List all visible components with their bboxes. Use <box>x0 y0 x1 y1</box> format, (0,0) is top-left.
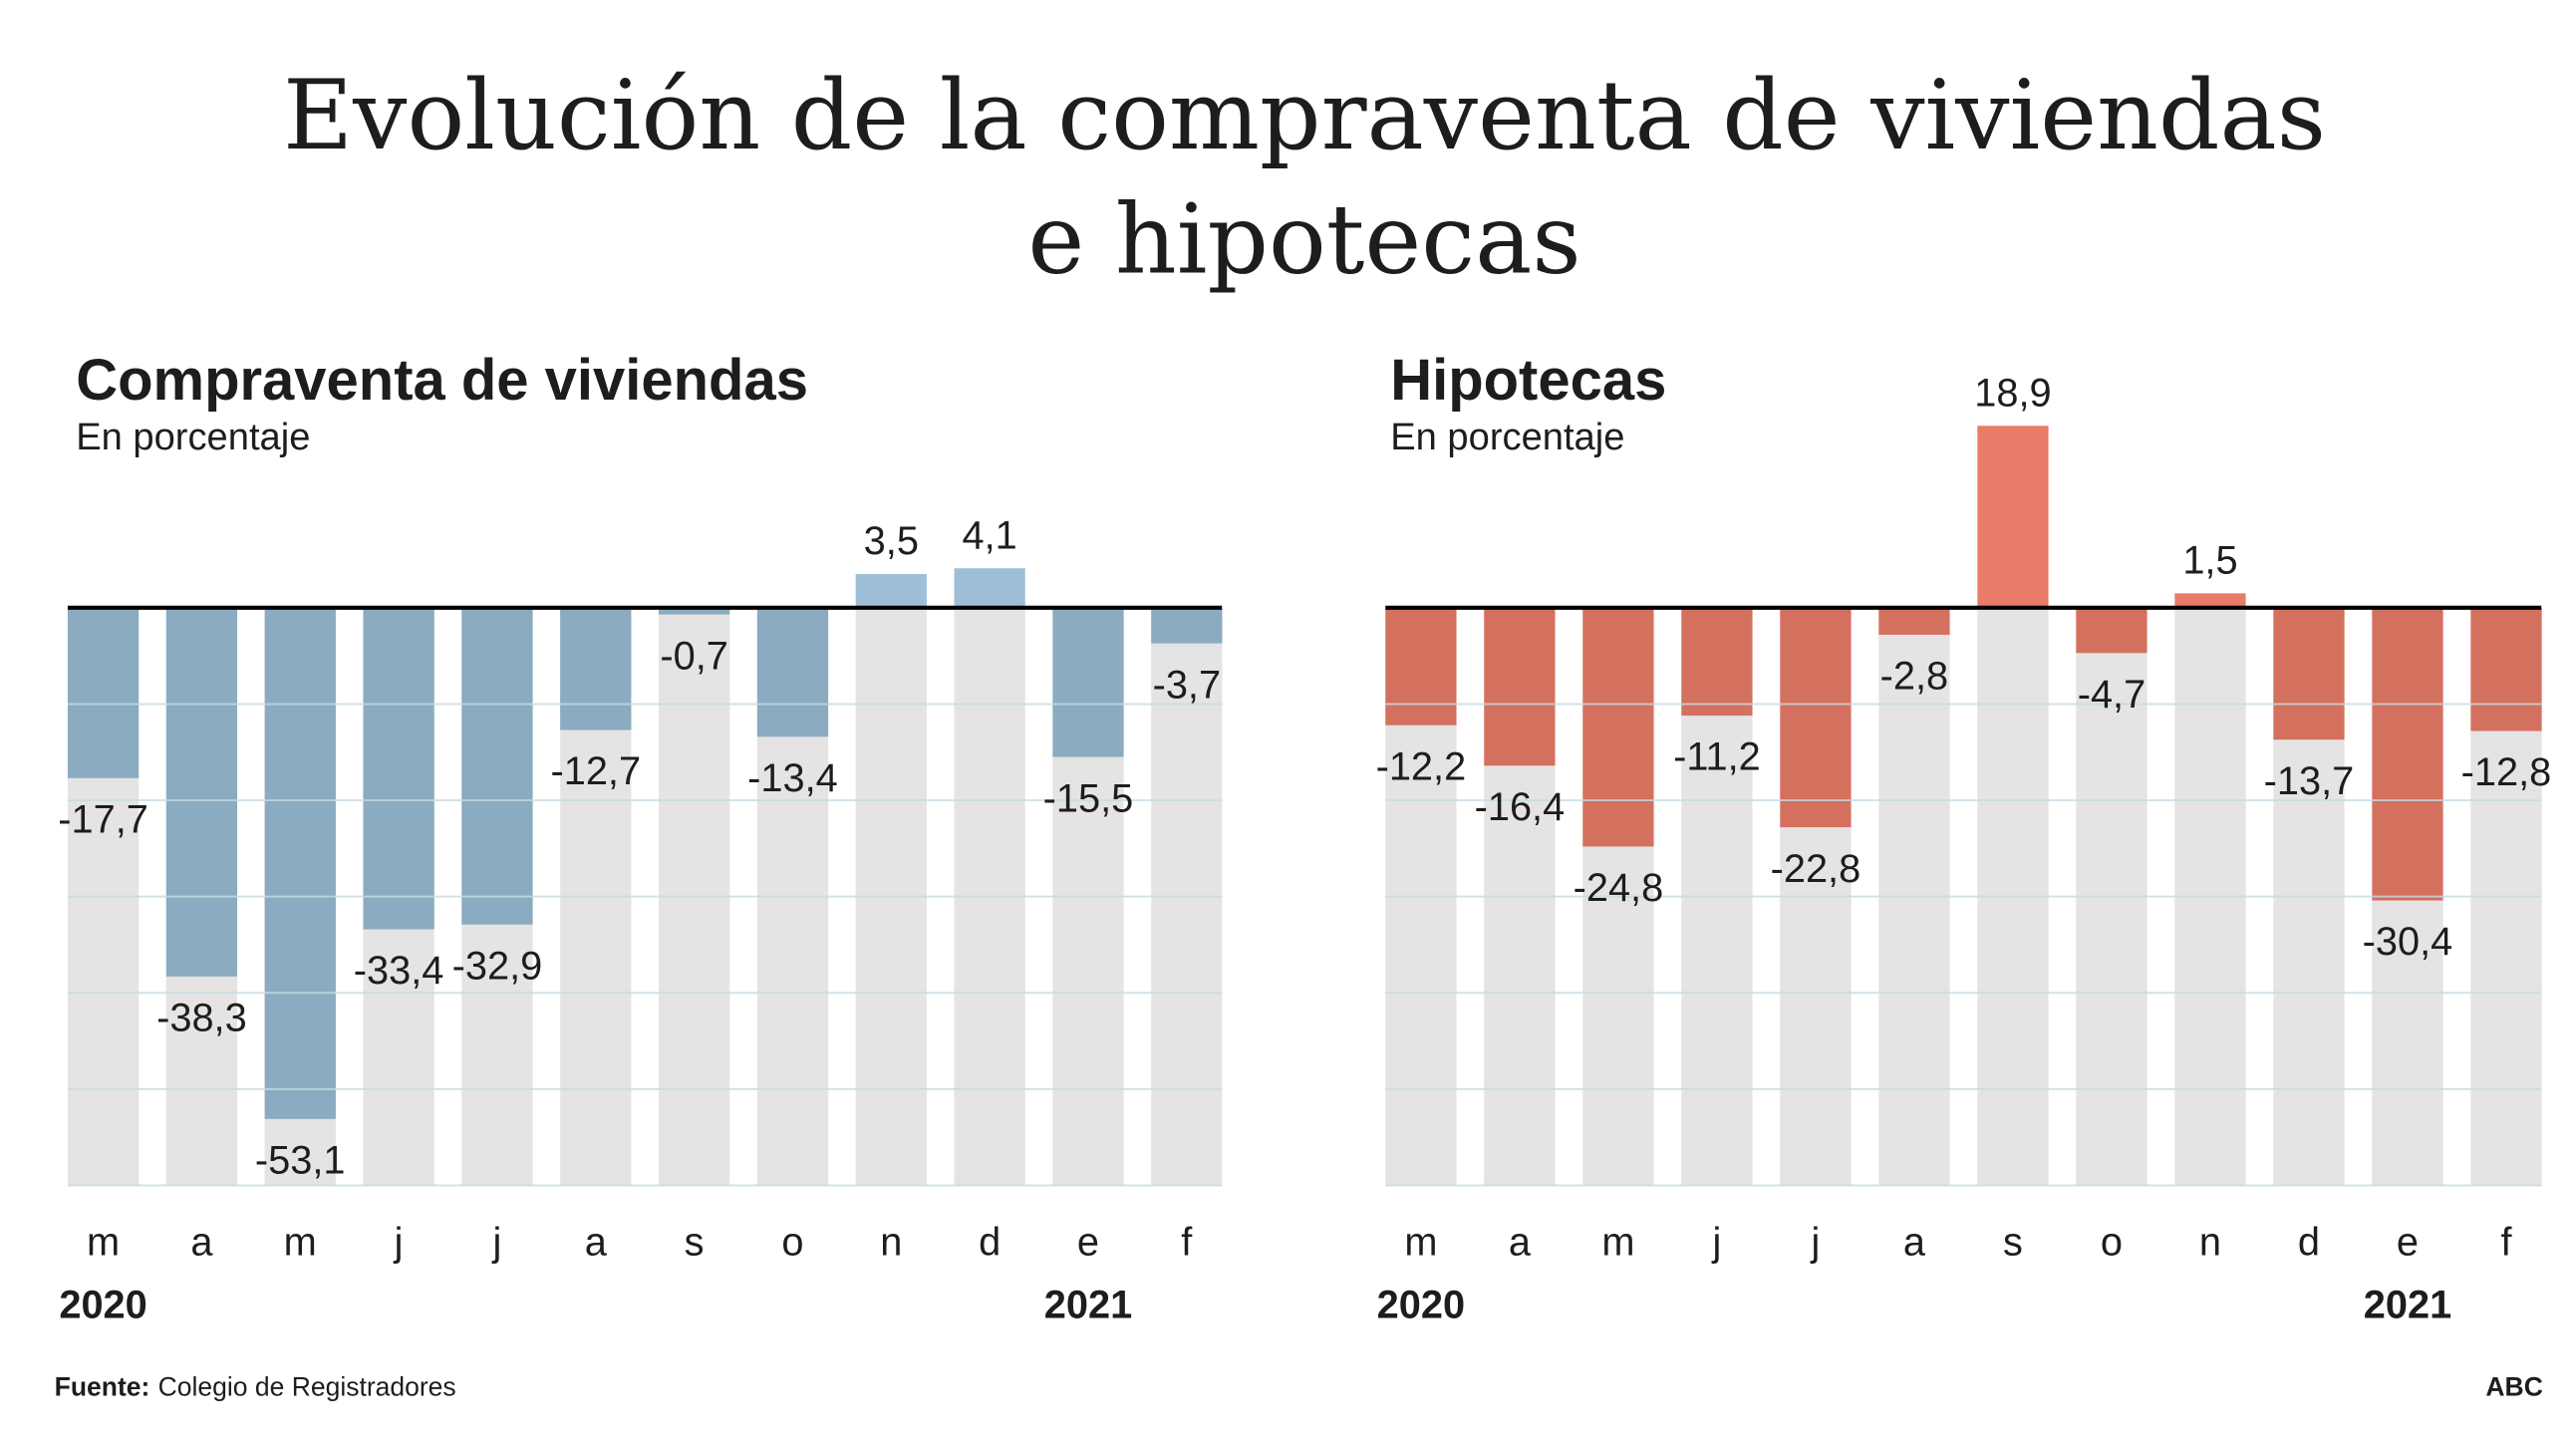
data-label: -12,8 <box>2461 750 2552 794</box>
bar <box>1977 426 2049 608</box>
panel-subtitle-compraventa: En porcentaje <box>76 417 310 458</box>
x-tick-label: n <box>2199 1220 2221 1264</box>
data-label: -33,4 <box>354 949 444 993</box>
bar <box>1878 607 1950 635</box>
bar <box>560 607 632 730</box>
year-label: 2021 <box>1044 1283 1132 1326</box>
data-label: -17,7 <box>58 798 148 842</box>
data-label: -12,7 <box>550 749 641 793</box>
source-name: Colegio de Registradores <box>158 1371 456 1401</box>
x-tick-label: a <box>585 1220 608 1264</box>
chart-title-line2: e hipotecas <box>1027 183 1580 295</box>
x-tick-label: a <box>190 1220 213 1264</box>
compraventa-chart: -17,7 -38,3 -53,1 -33,4 -32,9 -12,7 -0,7 -13,4 3… <box>58 513 1223 1326</box>
bar <box>1780 607 1852 828</box>
bar <box>954 568 1025 608</box>
year-label: 2021 <box>2364 1283 2451 1326</box>
bar <box>1151 607 1223 644</box>
data-label: -13,7 <box>2264 759 2355 803</box>
chart-title-line1: Evolución de la compraventa de viviendas <box>283 60 2326 171</box>
data-label: -53,1 <box>255 1139 346 1183</box>
bar <box>2076 607 2147 654</box>
bar <box>264 607 336 1119</box>
x-tick-label: e <box>2397 1220 2419 1264</box>
data-label: -4,7 <box>2078 673 2147 717</box>
data-label: -32,9 <box>452 944 543 988</box>
data-label: -11,2 <box>1673 735 1761 779</box>
data-label: -2,8 <box>1880 655 1949 699</box>
x-tick-label: d <box>979 1220 1001 1264</box>
panel-title-compraventa: Compraventa de viviendas <box>76 349 808 413</box>
bar <box>363 607 434 930</box>
bar <box>2273 607 2345 740</box>
bar <box>67 607 140 778</box>
x-tick-label: m <box>87 1220 120 1264</box>
x-tick-label: m <box>1404 1220 1437 1264</box>
bar <box>756 607 829 737</box>
bar <box>461 607 533 925</box>
bar <box>2470 607 2542 731</box>
data-label: -16,4 <box>1475 785 1566 829</box>
bar <box>658 607 730 615</box>
data-label: -38,3 <box>156 997 247 1040</box>
data-label: -3,7 <box>1153 663 1222 707</box>
x-tick-label: a <box>1903 1220 1926 1264</box>
x-tick-label: f <box>2500 1220 2512 1264</box>
data-label: 4,1 <box>963 513 1017 557</box>
x-tick-label: o <box>781 1220 803 1264</box>
x-tick-label: j <box>394 1220 404 1264</box>
x-tick-label: d <box>2298 1220 2320 1264</box>
year-label: 2020 <box>59 1283 146 1326</box>
x-tick-label: s <box>2003 1220 2023 1264</box>
data-label: -22,8 <box>1771 847 1861 891</box>
bar <box>2174 593 2246 608</box>
bar <box>2372 607 2443 901</box>
data-label: -30,4 <box>2363 920 2453 964</box>
brand-logo: ABC <box>2485 1371 2542 1401</box>
bar <box>1484 607 1556 766</box>
x-tick-label: m <box>284 1220 317 1264</box>
bar <box>165 607 238 977</box>
year-label: 2020 <box>1377 1283 1465 1326</box>
x-tick-label: j <box>1811 1220 1821 1264</box>
panel-subtitle-hipotecas: En porcentaje <box>1390 417 1624 458</box>
data-label: 3,5 <box>864 519 919 563</box>
x-tick-label: m <box>1601 1220 1634 1264</box>
x-tick-label: n <box>880 1220 902 1264</box>
bar <box>1582 607 1654 847</box>
x-tick-label: a <box>1509 1220 1532 1264</box>
x-tick-label: f <box>1181 1220 1193 1264</box>
hipotecas-chart: -12,2-16,4-24,8 -11,2 -22,8 -2,8 18,9 -4,7 1,5… <box>1376 371 2552 1326</box>
bar <box>1052 607 1124 757</box>
x-tick-label: o <box>2101 1220 2123 1264</box>
data-label: 18,9 <box>1974 371 2051 415</box>
data-label: -24,8 <box>1574 866 1664 910</box>
x-tick-label: s <box>685 1220 705 1264</box>
bar <box>1681 607 1753 717</box>
data-label: -15,5 <box>1043 776 1134 820</box>
x-tick-label: j <box>1711 1220 1721 1264</box>
footer-source: Fuente: Colegio de Registradores <box>55 1371 456 1401</box>
panel-title-hipotecas: Hipotecas <box>1390 349 1666 413</box>
x-tick-label: j <box>492 1220 502 1264</box>
bar <box>1385 607 1457 725</box>
source-label: Fuente: <box>55 1371 150 1401</box>
bar <box>855 574 927 608</box>
data-label: 1,5 <box>2182 538 2237 582</box>
data-label: -12,2 <box>1376 744 1467 788</box>
data-label: -0,7 <box>660 634 728 678</box>
data-label: -13,4 <box>747 756 838 800</box>
x-tick-label: e <box>1077 1220 1099 1264</box>
